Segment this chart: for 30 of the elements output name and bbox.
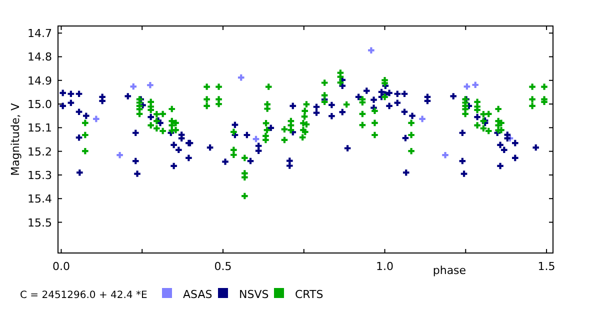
y-tick-label: 14.9 xyxy=(28,74,52,88)
point xyxy=(419,116,426,122)
y-tick-label: 15.5 xyxy=(28,216,52,230)
y-axis-title: Magnitude, V xyxy=(9,102,22,176)
y-tick-label: 15.3 xyxy=(28,168,52,182)
legend-label: ASAS xyxy=(183,288,212,301)
point xyxy=(442,152,448,158)
y-tick-label: 14.8 xyxy=(28,50,52,64)
point xyxy=(130,83,137,90)
legend-label: NSVS xyxy=(239,288,269,301)
legend-label: CRTS xyxy=(295,288,324,301)
point xyxy=(368,47,374,54)
y-tick-label: 15.1 xyxy=(28,122,52,135)
text: C = 2451296.0 + 42.4 *E xyxy=(20,290,148,301)
point xyxy=(147,82,154,88)
x-tick-label: 0.0 xyxy=(52,260,70,273)
x-tick-label: 0.5 xyxy=(214,260,232,273)
x-tick-label: 1.0 xyxy=(376,260,394,273)
point xyxy=(464,83,470,90)
point xyxy=(472,82,478,88)
point xyxy=(252,136,260,142)
x-tick-label: 1.5 xyxy=(538,260,556,273)
y-tick-label: 15.0 xyxy=(28,98,52,112)
point xyxy=(93,116,100,122)
y-tick-label: 14.7 xyxy=(28,27,52,40)
x-axis-title: phase xyxy=(432,264,466,277)
y-tick-label: 15.2 xyxy=(28,145,52,158)
point xyxy=(238,74,244,81)
point xyxy=(116,152,123,158)
y-tick-label: 15.4 xyxy=(28,192,52,206)
